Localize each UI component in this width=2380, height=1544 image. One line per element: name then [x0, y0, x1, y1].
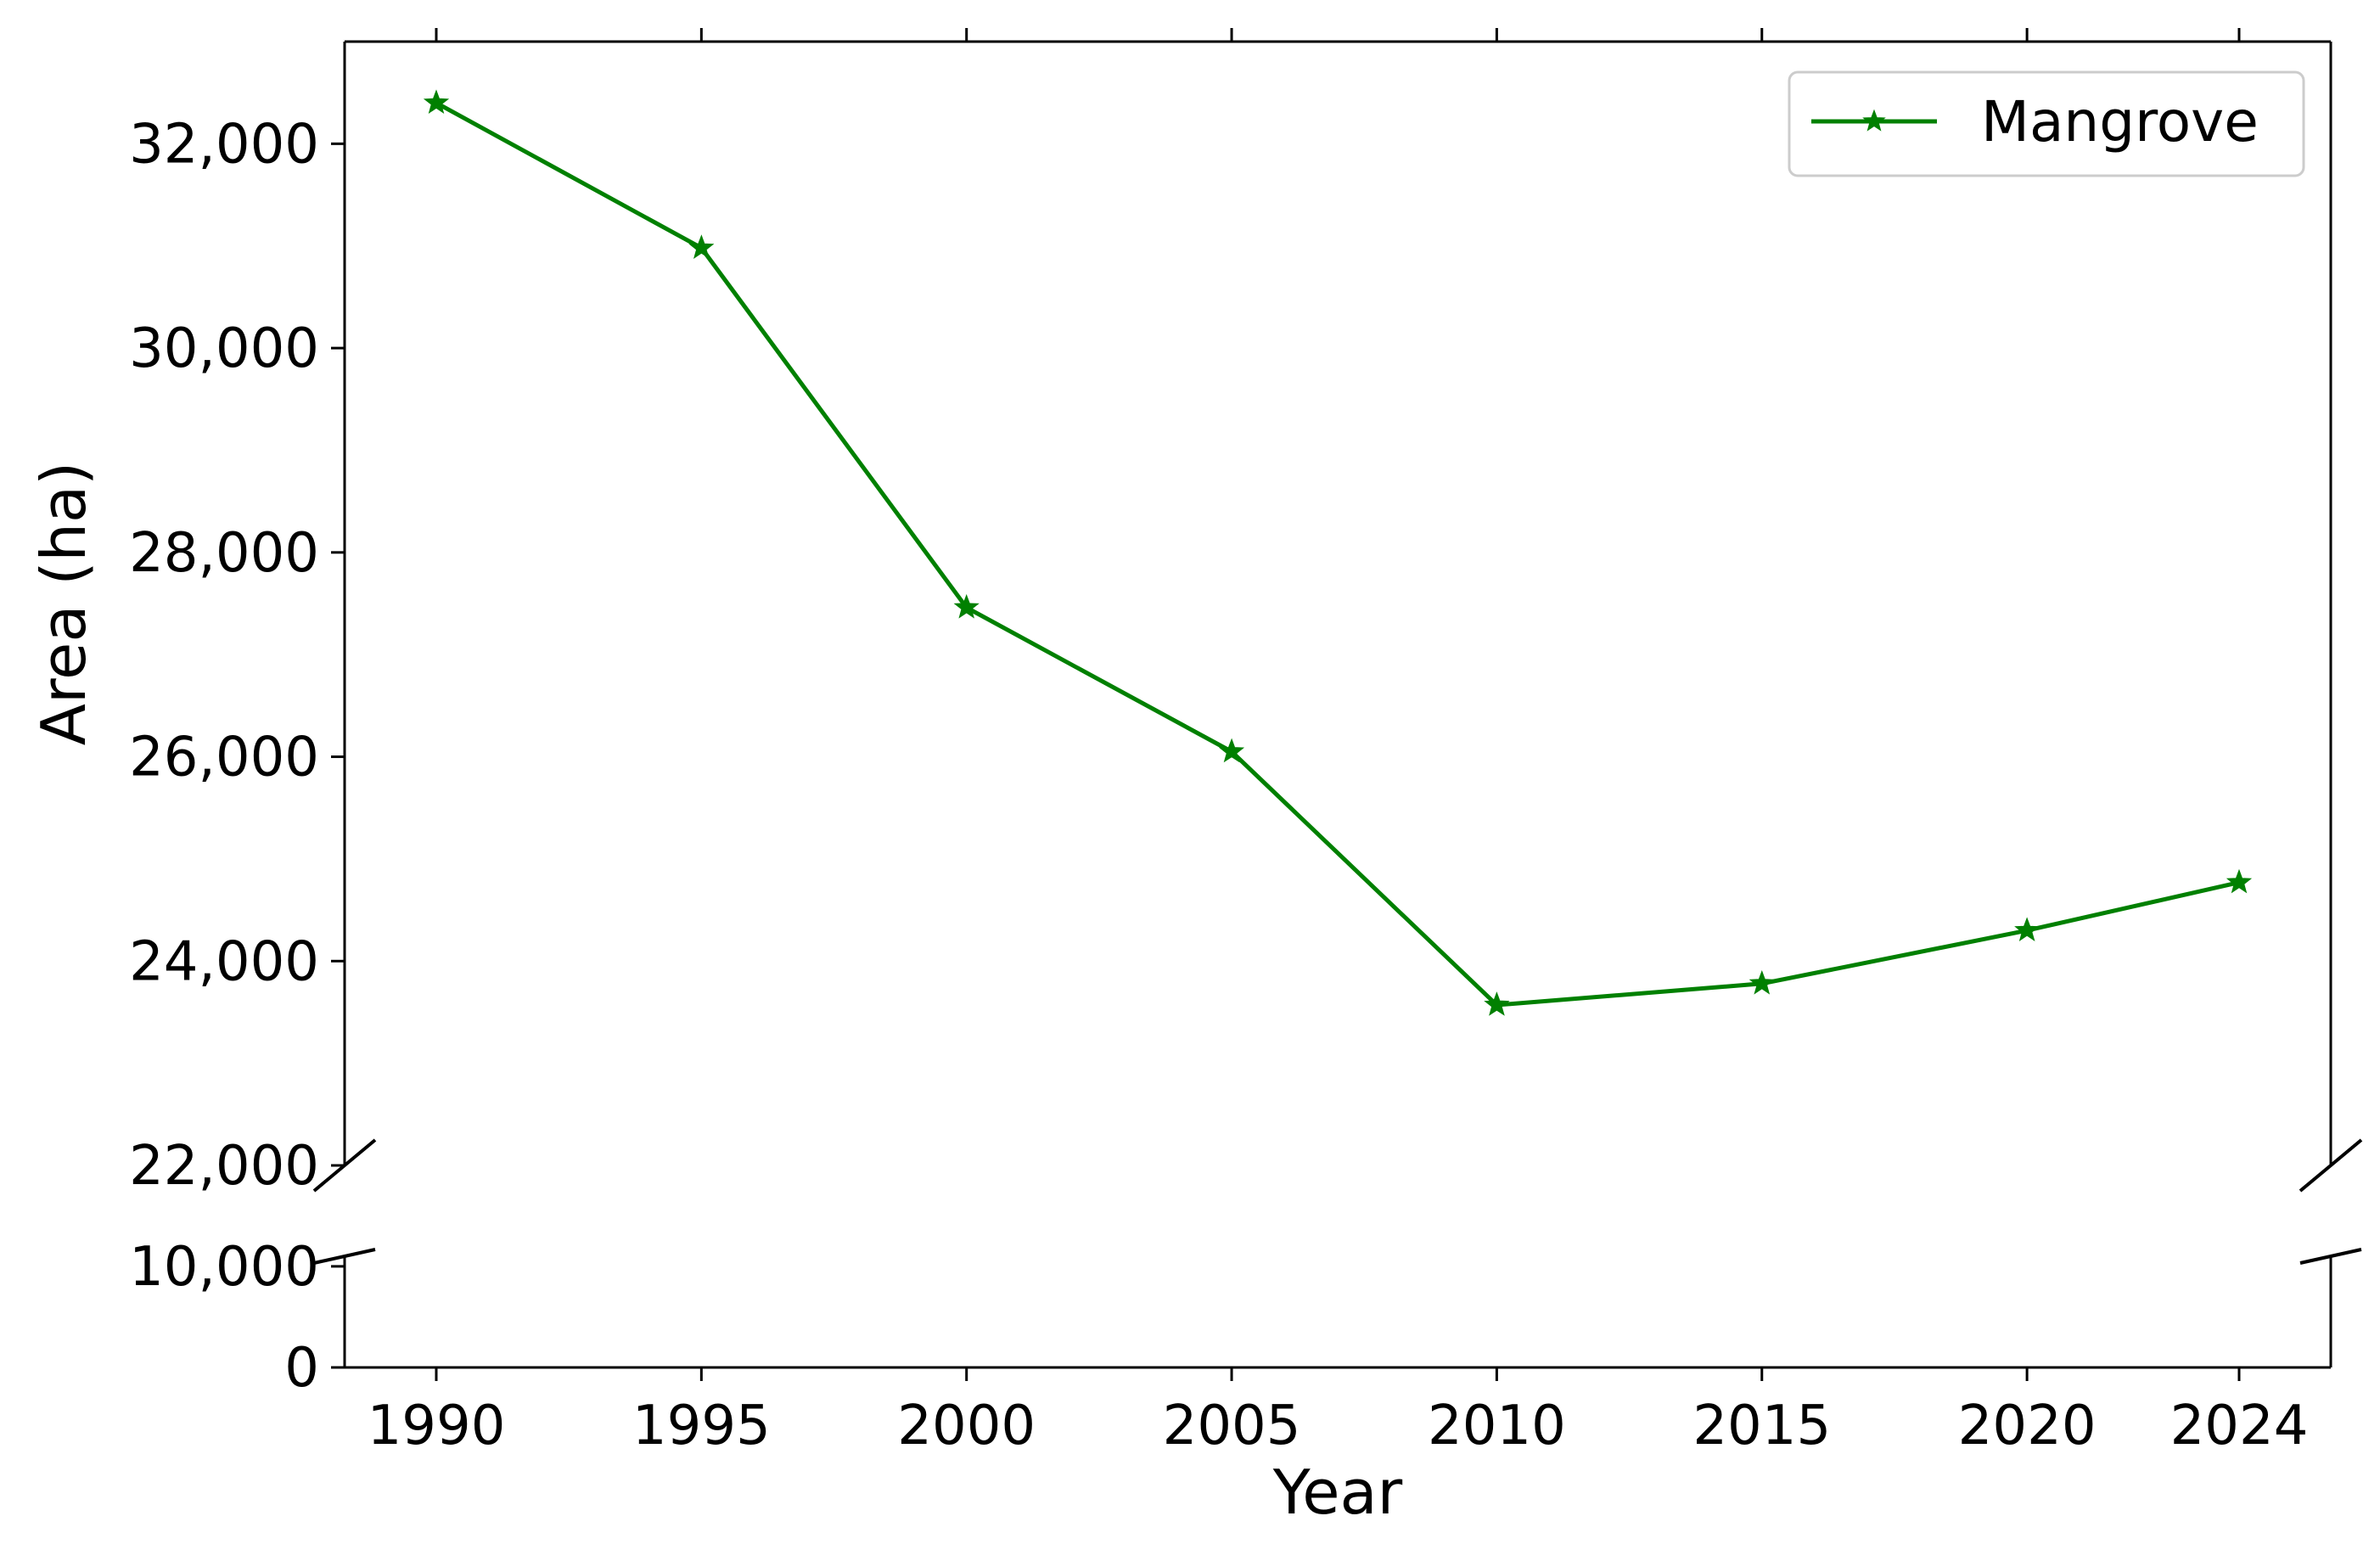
- y-tick-label: 0: [284, 1337, 319, 1400]
- ticks: 22,000 24,000 26,000 28,000 30,000 32,000 0 10,…: [129, 28, 2308, 1457]
- data-point-mangrove: [423, 89, 450, 114]
- data-point-mangrove: [1749, 969, 1775, 995]
- data-point-mangrove: [1218, 738, 1245, 763]
- x-axis-label: Year: [1272, 1457, 1403, 1528]
- x-tick-label: 1990: [368, 1395, 506, 1457]
- y-tick-label: 22,000: [129, 1135, 319, 1198]
- x-tick-label: 2015: [1692, 1395, 1831, 1457]
- data-point-mangrove: [953, 593, 980, 619]
- legend-box: [1788, 70, 2305, 177]
- legend-label-mangrove: Mangrove: [1981, 89, 2259, 154]
- y-tick-label: 24,000: [129, 930, 319, 993]
- series-layer: [423, 89, 2253, 1016]
- data-point-mangrove: [1484, 991, 1510, 1016]
- y-tick-label: 32,000: [129, 113, 319, 176]
- x-tick-label: 2020: [1958, 1395, 2097, 1457]
- data-point-mangrove: [2226, 868, 2253, 894]
- series-line-mangrove: [435, 101, 2240, 1008]
- data-point-mangrove: [2014, 917, 2040, 942]
- legend: Mangrove: [1788, 70, 2305, 177]
- axis-break-mark: [2299, 1138, 2363, 1193]
- y-tick-label: 26,000: [129, 727, 319, 789]
- y-tick-label: 28,000: [129, 522, 319, 585]
- x-tick-label: 2024: [2170, 1395, 2309, 1457]
- data-point-mangrove: [688, 234, 715, 260]
- x-tick-label: 2005: [1163, 1395, 1301, 1457]
- x-tick-label: 2000: [897, 1395, 1036, 1457]
- x-tick-label: 2010: [1428, 1395, 1566, 1457]
- y-tick-label: 30,000: [129, 317, 319, 380]
- axes: [312, 40, 2363, 1369]
- axis-break-mark: [2299, 1248, 2362, 1265]
- legend-marker-star: [1862, 109, 1886, 132]
- x-tick-label: 1995: [632, 1395, 771, 1457]
- axis-break-mark: [313, 1248, 376, 1265]
- y-tick-label: 10,000: [129, 1236, 319, 1299]
- y-axis-label: Area (ha): [28, 462, 99, 746]
